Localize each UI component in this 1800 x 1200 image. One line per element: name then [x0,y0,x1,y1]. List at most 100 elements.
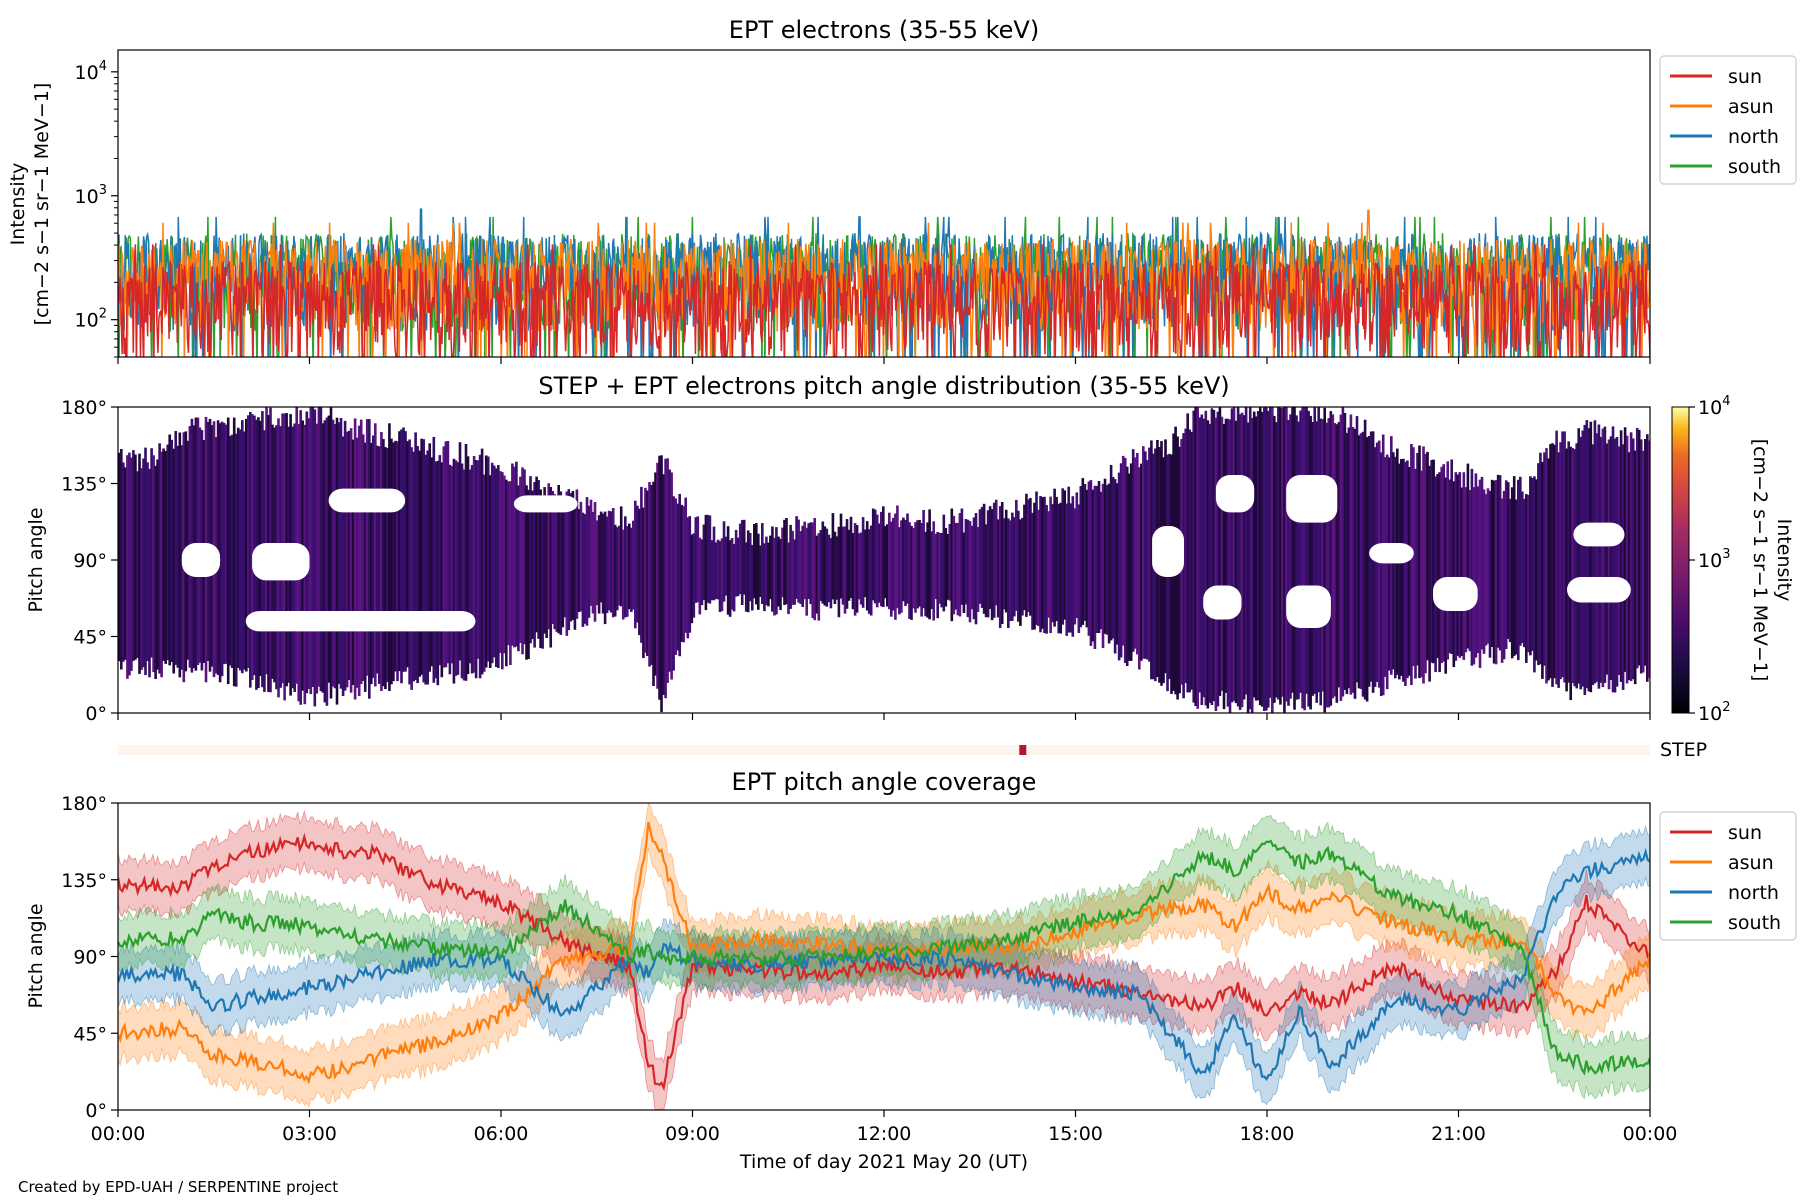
pad-column [345,431,349,688]
colorbar-label-line1: Intensity [1773,519,1795,602]
pad-column [1261,411,1264,707]
series-line-north [118,847,1650,1082]
pad-column [884,526,887,599]
pad-column [1027,499,1030,613]
pad-column [1444,477,1448,674]
pad-column [934,533,938,600]
pad-column [1238,414,1242,710]
pad-column [1224,418,1228,693]
pad-column [1436,474,1439,659]
legend-label-sun: sun [1728,66,1762,88]
pad-column [613,524,617,617]
pad-column [873,509,877,604]
pad-column [597,515,601,614]
pad-column [928,509,931,620]
pad-column [587,505,591,618]
pad-column [1077,504,1081,633]
pad-column [1345,432,1349,695]
pad-column [1095,485,1099,633]
pad-column [1504,480,1508,649]
pad-column [557,485,561,634]
pad-column [1194,407,1198,706]
pad-column [589,499,593,606]
pad-column [656,462,659,689]
pad-column [1450,459,1454,654]
pad-column [611,508,615,618]
panel2-ylabel: Pitch angle [25,507,47,612]
colorbar-tick-label: 102 [1698,700,1730,725]
pad-column [1004,509,1008,613]
y-tick-label: 180° [61,397,107,419]
pad-column [1091,489,1095,642]
pad-column [1283,407,1286,713]
pad-column [1482,489,1486,654]
pad-column [1218,407,1222,696]
panel1-title: EPT electrons (35-55 keV) [729,16,1039,44]
pad-column [732,543,736,612]
pad-column [148,468,151,678]
pad-column [519,476,522,643]
pad-gap [1567,577,1631,603]
panel1-legend: sun asun north south [1659,55,1797,185]
pad-column [460,463,464,679]
pad-column [126,455,129,679]
pad-column [1043,496,1046,633]
pad-column [654,472,657,676]
pad-column [650,485,653,665]
pad-column [1138,467,1141,670]
pad-column [716,539,720,600]
pad-column [916,520,919,609]
pad-column [1031,512,1034,630]
panel1-x-ticks [117,357,1651,364]
y-tick-label: 45° [73,1023,107,1045]
pad-column [142,458,145,668]
pad-column [1025,493,1028,617]
pad-column [730,538,734,610]
pad-column [571,491,575,620]
pad-column [1055,496,1058,622]
pad-column [577,509,581,612]
pad-column [1041,497,1044,629]
pad-column [1551,443,1554,687]
pad-column [1115,483,1119,645]
pad-column [1571,448,1575,684]
pad-column [1317,407,1321,693]
pad-column [1117,472,1121,661]
pad-column [1295,415,1298,700]
pad-column [309,407,313,695]
pad-column [416,446,419,684]
pad-column [888,512,891,610]
pad-column [930,531,934,610]
pad-column [1111,477,1115,639]
pad-column [1307,410,1310,707]
pad-column [533,482,536,648]
pad-column [861,517,865,608]
pad-column [1353,429,1357,699]
pad-column [232,417,236,687]
pad-column [688,516,692,633]
pad-column [712,526,716,601]
x-tick-label: 15:00 [1048,1123,1103,1145]
pad-column [910,525,913,620]
pad-column [144,447,147,676]
pad-column [1085,489,1089,628]
pad-column [1412,447,1415,667]
pad-column [938,532,942,604]
pad-column [170,439,174,662]
pad-column [474,460,478,679]
pad-column [166,444,170,661]
pad-column [311,407,315,687]
y-tick-label: 135° [61,870,107,892]
pad-column [523,469,526,645]
pad-column [936,532,940,619]
pad-column [567,489,571,631]
pad-column [1311,422,1314,696]
pad-column [174,431,178,665]
pad-column [537,480,540,639]
x-tick-label: 06:00 [474,1123,529,1145]
pad-column [1220,416,1224,691]
pad-column [843,526,847,614]
pad-column [1035,491,1038,625]
colorbar-label-line2: [cm−2 s−1 sr−1 MeV−1] [1749,439,1771,682]
pad-column [1019,519,1022,626]
